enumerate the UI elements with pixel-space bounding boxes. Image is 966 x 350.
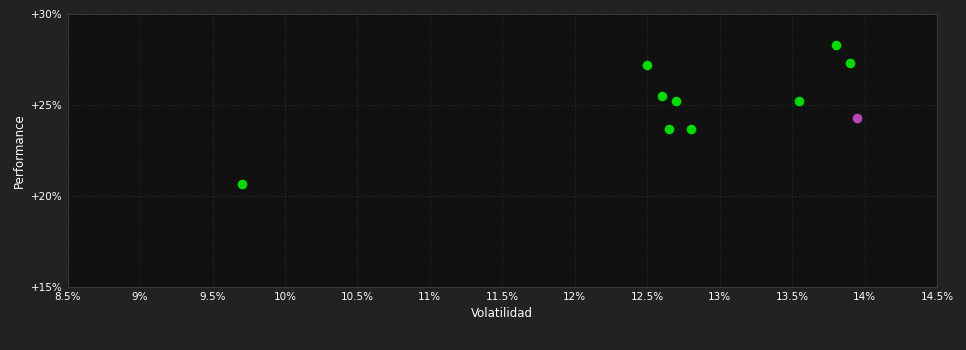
Point (850, 115, 866, 120)
Point (654, 93, 669, 99)
Point (828, 42, 843, 48)
Point (683, 126, 698, 132)
Point (792, 99, 808, 104)
Y-axis label: Performance: Performance (13, 113, 25, 188)
Point (668, 99, 684, 104)
Point (662, 126, 677, 132)
Point (234, 181, 249, 187)
Point (639, 62, 655, 68)
Point (842, 60, 858, 66)
X-axis label: Volatilidad: Volatilidad (471, 307, 533, 320)
